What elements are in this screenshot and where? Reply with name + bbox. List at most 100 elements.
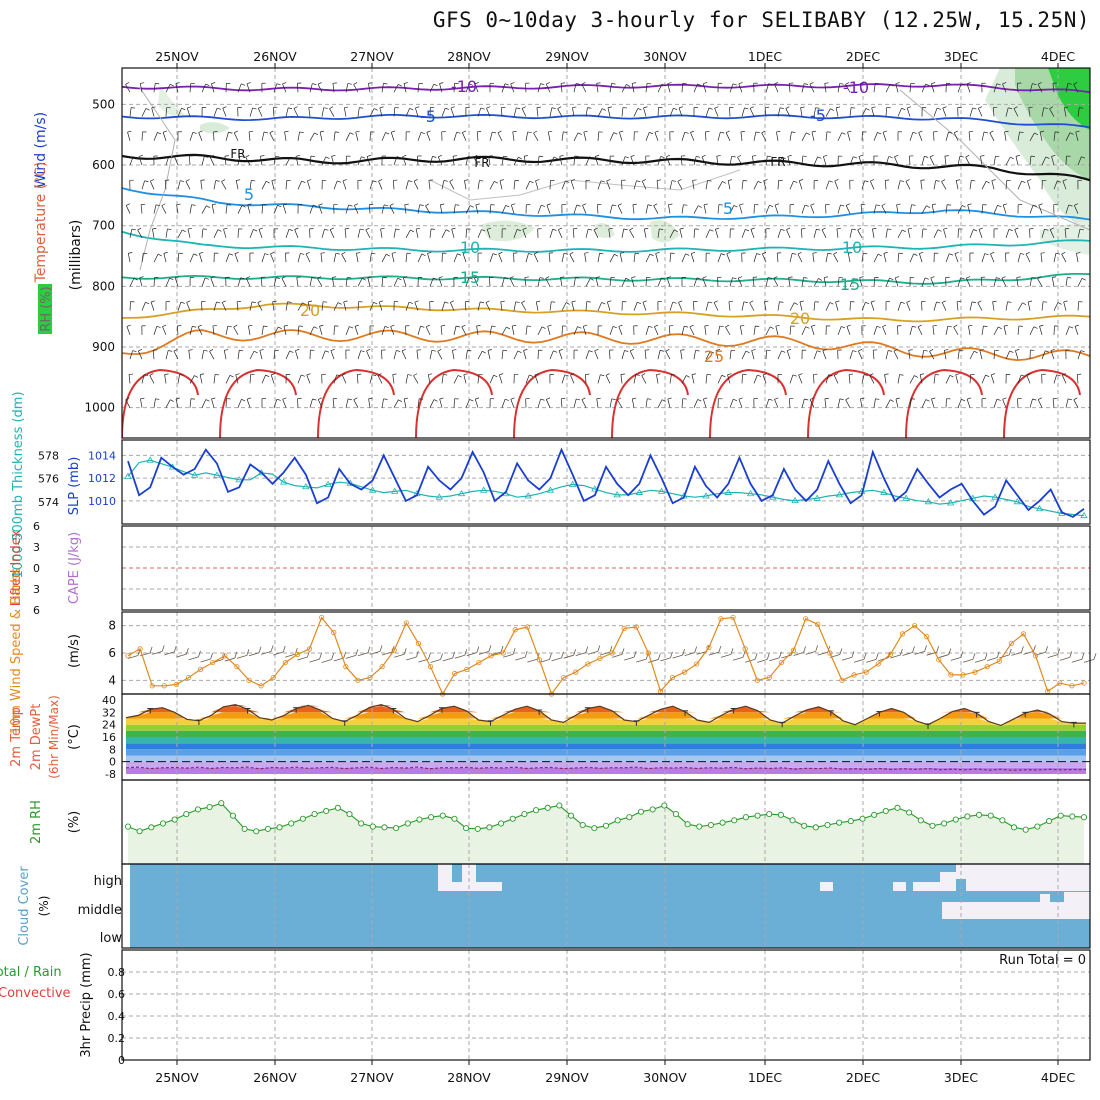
wind-barb bbox=[175, 398, 179, 408]
rh-point bbox=[754, 812, 761, 819]
wind-barb bbox=[1052, 83, 1055, 93]
wind-barb bbox=[669, 229, 675, 238]
temp-band-fill bbox=[126, 749, 1086, 756]
wind-barb-flag bbox=[846, 324, 851, 327]
wind-barb bbox=[873, 253, 879, 263]
wind-barb-flag bbox=[937, 229, 942, 232]
wind-barb-flag bbox=[227, 325, 232, 328]
wind-barb-flag bbox=[780, 228, 785, 231]
surface-wind-barb-flag bbox=[730, 648, 734, 655]
wind-barb-flag bbox=[438, 154, 442, 158]
wind-barb bbox=[501, 83, 506, 93]
surface-wind-barb-flag bbox=[803, 646, 806, 653]
wind-barb-flag bbox=[222, 106, 227, 109]
wind-barb-flag bbox=[128, 252, 133, 254]
wind-barb bbox=[1065, 398, 1069, 408]
wind-barb-flag bbox=[732, 277, 737, 280]
surface-wind-barb-flag bbox=[657, 653, 661, 660]
thickness-point bbox=[835, 491, 844, 498]
wind-barb-flag bbox=[666, 276, 671, 279]
wind-barb bbox=[330, 350, 335, 360]
wind-barb bbox=[597, 180, 602, 190]
surface-wind-barb-flag bbox=[633, 651, 637, 658]
surface-wind-barb-flag bbox=[839, 648, 843, 655]
wind-barb bbox=[393, 156, 398, 166]
wind-barb bbox=[921, 277, 926, 287]
wind-barb bbox=[525, 374, 530, 384]
wind-barb bbox=[726, 253, 731, 263]
surface-wind-barb-flag bbox=[282, 645, 286, 653]
wind-barb-flag bbox=[546, 397, 551, 400]
rh-point bbox=[987, 812, 994, 819]
wind-barb-flag bbox=[815, 107, 820, 109]
wind-barb bbox=[152, 228, 155, 238]
wind-barb-flag bbox=[476, 325, 481, 327]
wind-barb-flag bbox=[990, 251, 995, 255]
bottom-date-label: 28NOV bbox=[447, 1070, 491, 1085]
wind-barb-flag bbox=[973, 350, 978, 354]
thickness-point bbox=[902, 494, 910, 501]
wind-barb bbox=[895, 83, 899, 93]
wind-barb-flag bbox=[761, 130, 766, 134]
wind-barb-flag bbox=[1056, 374, 1061, 377]
wind-barb-flag bbox=[473, 154, 478, 158]
rh-point bbox=[836, 819, 843, 826]
wind-barb-flag bbox=[998, 326, 1002, 330]
surface-wind-barb-flag bbox=[573, 649, 577, 656]
wind-barb bbox=[345, 83, 349, 93]
wind-barb bbox=[477, 180, 480, 190]
wind-barb bbox=[801, 398, 805, 408]
wind-barb bbox=[813, 278, 819, 287]
wind-barb bbox=[572, 107, 575, 117]
surface-wind-barb bbox=[672, 654, 683, 659]
rh-point bbox=[929, 822, 936, 829]
wind-barb bbox=[765, 83, 769, 93]
wind-barb-flag bbox=[401, 348, 406, 352]
wind-barb-flag bbox=[757, 180, 762, 184]
wind-barb-flag bbox=[1001, 276, 1006, 279]
temp-band-fill bbox=[126, 737, 1086, 744]
wind-barb-flag bbox=[792, 374, 797, 377]
wind-barb bbox=[199, 374, 203, 384]
wind-speed-point bbox=[379, 664, 385, 670]
temp-band-fill bbox=[126, 724, 1086, 731]
wind-barb-flag bbox=[848, 252, 853, 254]
wind-barb bbox=[1049, 108, 1055, 117]
wind-barb bbox=[703, 398, 707, 408]
wind-barb-flag bbox=[1038, 203, 1043, 206]
rh-shade-small bbox=[200, 122, 230, 134]
wind-barb bbox=[571, 301, 575, 311]
wind-barb-flag bbox=[588, 228, 593, 231]
wind-barb-flag bbox=[923, 349, 928, 352]
wind-barb bbox=[894, 277, 899, 287]
wind-barb bbox=[690, 132, 695, 141]
wind-barb-flag bbox=[553, 156, 558, 160]
rh-point bbox=[323, 807, 330, 815]
wind-barb-flag bbox=[187, 227, 192, 230]
wind-barb-flag bbox=[188, 349, 193, 351]
rh-point bbox=[649, 806, 656, 813]
wind-barb bbox=[465, 205, 471, 214]
wind-barb bbox=[511, 326, 515, 335]
wind-barb bbox=[549, 156, 555, 166]
wind-barb-flag bbox=[386, 253, 390, 257]
wind-barb-flag bbox=[469, 205, 474, 208]
surface-wind-barb-flag bbox=[161, 645, 165, 652]
wind-barb bbox=[957, 156, 961, 166]
surface-wind-barb bbox=[273, 651, 284, 656]
wind-barb bbox=[848, 374, 851, 384]
wind-barb-flag bbox=[372, 180, 377, 183]
surface-wind-barb bbox=[1071, 658, 1083, 663]
wind-barb bbox=[1017, 253, 1021, 263]
wind-barb-flag bbox=[474, 276, 479, 279]
wind-barb-flag bbox=[698, 205, 702, 208]
wind-barb bbox=[921, 83, 926, 93]
wind-barb bbox=[882, 132, 887, 141]
wind-barb bbox=[537, 277, 541, 287]
panel-frame-cape bbox=[121, 525, 1091, 611]
wind-barb-flag bbox=[1037, 82, 1042, 85]
wind-barb bbox=[621, 228, 625, 238]
wind-barb bbox=[485, 302, 491, 311]
wind-barb bbox=[921, 399, 927, 408]
wind-barb bbox=[621, 84, 627, 93]
